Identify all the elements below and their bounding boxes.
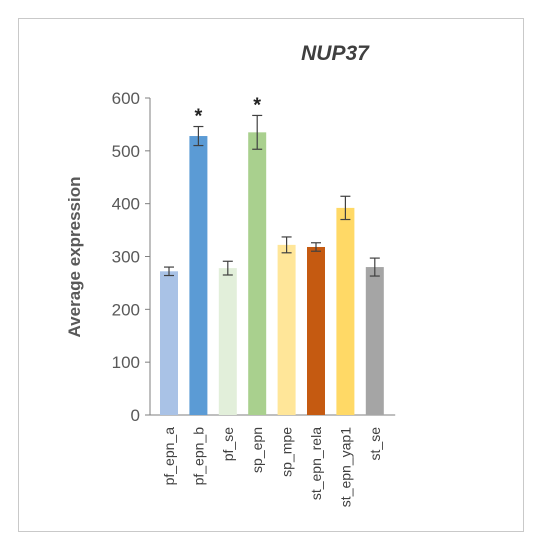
y-tick-label: 400: [112, 195, 140, 214]
bar: [218, 268, 237, 415]
bar: [277, 244, 296, 415]
y-tick-label: 300: [112, 248, 140, 267]
y-tick-label: 500: [112, 142, 140, 161]
y-axis-label: Average expression: [65, 177, 84, 338]
x-tick-label: st_se: [367, 427, 383, 461]
y-tick-label: 0: [131, 406, 140, 425]
bar: [160, 271, 178, 415]
plot-area: 0 100 200 300 400 500 600 pf_epn_a * pf_epn_b pf_s…: [112, 89, 396, 507]
bar: [189, 136, 208, 416]
bar: [307, 246, 325, 415]
x-tick-label: pf_epn_b: [190, 427, 206, 486]
significance-marker: *: [195, 106, 203, 128]
y-tick-label: 100: [112, 353, 140, 372]
x-tick-label: sp_mpe: [279, 427, 295, 477]
significance-marker: *: [253, 94, 261, 116]
bar: [336, 207, 355, 415]
chart-title: NUP37: [301, 42, 370, 65]
y-tick-label: 200: [112, 300, 140, 319]
x-tick-label: pf_se: [220, 427, 236, 461]
x-tick-label: sp_epn: [249, 427, 265, 473]
x-tick-label: pf_epn_a: [161, 427, 177, 486]
chart-frame: [18, 18, 524, 532]
x-tick-label: st_epn_yap1: [337, 427, 353, 507]
bar: [248, 132, 267, 415]
x-tick-label: st_epn_rela: [308, 427, 324, 500]
bar: [365, 267, 384, 415]
y-tick-label: 600: [112, 89, 140, 108]
